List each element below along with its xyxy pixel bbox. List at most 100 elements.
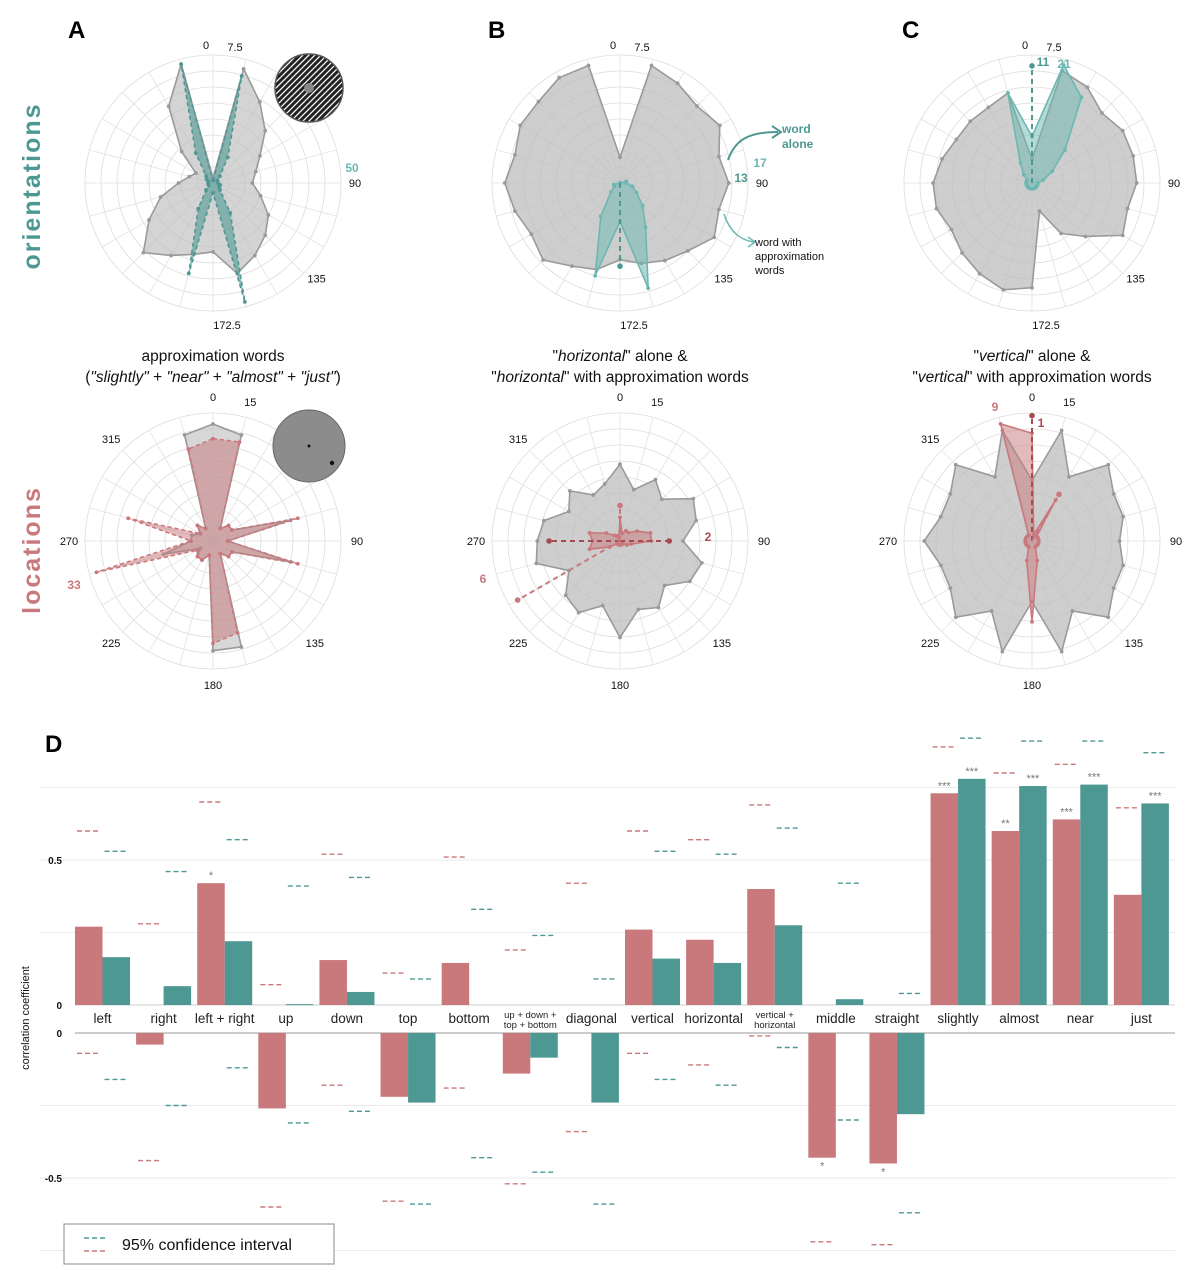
A-orient-approx-point <box>225 155 230 160</box>
A-orient-approx-point <box>204 188 208 192</box>
C-orient-approx-point <box>1063 148 1067 152</box>
D-category-label: straight <box>875 1011 920 1026</box>
C-orient-approx-point <box>1041 178 1046 182</box>
D-ytick-0-5: 0.5 <box>48 856 62 867</box>
C-loc-baseline-point <box>1106 615 1111 620</box>
C-loc-baseline-point <box>1000 649 1005 654</box>
B-orient-baseline-point <box>513 152 517 157</box>
grid-spoke <box>212 540 278 653</box>
tick-90: 90 <box>1168 178 1180 190</box>
D-ytick-neg-0-5: -0.5 <box>45 1174 63 1185</box>
grating-stripe <box>275 54 327 122</box>
B-orient-approx-point <box>630 184 635 189</box>
C-orient-annotation-21: 21 <box>1057 57 1071 71</box>
C-orient-approx-point <box>1050 169 1055 174</box>
B-orient-baseline-point <box>717 123 722 128</box>
B-loc-baseline-point <box>576 610 581 615</box>
B-title-line2-part: " with approximation words <box>564 369 749 386</box>
C-loc-baseline-point <box>948 586 953 591</box>
C-loc-baseline-point <box>989 609 994 613</box>
A-orient-baseline-point <box>194 171 198 176</box>
A-orient-approx-point <box>193 151 198 156</box>
tick-0: 0 <box>617 392 623 404</box>
tick-172-5: 172.5 <box>620 320 648 332</box>
B-loc-baseline-point <box>653 477 658 482</box>
D-bar-orientations <box>1141 803 1169 1005</box>
A-loc-approx-point <box>94 570 99 575</box>
C-loc-alone-point <box>1029 412 1035 419</box>
C-title-line1-part: vertical <box>979 348 1029 365</box>
A-orient-approx-point <box>242 299 247 304</box>
C-title-line2-part: " with approximation words <box>967 369 1152 386</box>
grating-stripe <box>275 54 339 122</box>
B-orient-baseline-point <box>717 207 721 212</box>
B-loc-approx-spike <box>517 540 621 601</box>
grating-stripe <box>279 54 343 122</box>
tick-7-5: 7.5 <box>227 42 242 54</box>
A-loc-approx-point <box>126 516 131 521</box>
D-star-locations: *** <box>1060 806 1074 818</box>
D-category-label: slightly <box>937 1011 979 1026</box>
B-orient-baseline-point <box>513 209 517 214</box>
A-loc-approx-point <box>211 436 215 441</box>
A-loc-approx-point <box>195 548 200 553</box>
D-bar-locations <box>502 1033 531 1074</box>
C-orient-annotation-11: 11 <box>1037 55 1050 69</box>
A-loc-approx-point <box>186 447 191 452</box>
tick-7-5: 7.5 <box>634 42 649 54</box>
A-orient-baseline-point <box>257 154 262 158</box>
B-orient-baseline-point <box>586 63 591 68</box>
D-legend-box <box>63 1223 335 1265</box>
C-orient-baseline-point <box>1083 234 1088 239</box>
D-star-locations: * <box>881 1167 886 1179</box>
C-loc-baseline-point <box>1111 586 1116 591</box>
tick-180: 180 <box>204 680 222 692</box>
B-orient-baseline-point <box>712 235 717 240</box>
D-bar-orientations <box>1019 786 1047 1005</box>
A-loc-approx-point <box>203 526 208 531</box>
C-loc-baseline-point <box>953 615 958 620</box>
C-loc-annotation-9: 9 <box>992 400 999 414</box>
grating-stripe <box>309 54 343 122</box>
B-loc-baseline-point <box>688 579 692 584</box>
B-orient-approx-point <box>611 182 616 187</box>
B-orient-baseline-point <box>662 258 667 263</box>
A-orient-baseline-point <box>253 169 258 174</box>
D-bar-locations <box>441 962 470 1005</box>
tick-180: 180 <box>1023 680 1041 692</box>
tick-225: 225 <box>102 638 120 650</box>
B-legend-with-2: approximation <box>755 251 824 263</box>
D-bar-orientations <box>163 986 192 1005</box>
D-bar-orientations <box>713 962 742 1005</box>
A-loc-approx-point <box>230 528 234 532</box>
A-orient-baseline-point <box>158 195 163 199</box>
B-orient-approx-point <box>624 181 629 185</box>
C-orient-approx-point <box>1061 63 1066 67</box>
grid-spoke <box>101 476 214 542</box>
B-loc-approx-point <box>587 547 592 552</box>
D-bar-orientations <box>1080 784 1108 1005</box>
B-orient-baseline-point <box>541 258 545 262</box>
D-bar-locations <box>1052 819 1081 1005</box>
C-orient-baseline-point <box>949 227 954 232</box>
D-legend-label: 95% confidence interval <box>122 1237 292 1254</box>
A-loc-baseline-point <box>239 433 244 437</box>
C-orient-baseline-point <box>968 119 973 124</box>
tick-135: 135 <box>714 274 732 286</box>
A-orient-baseline-point <box>169 253 174 258</box>
C-orient-baseline-point <box>1120 233 1125 238</box>
D-bar-orientations <box>652 958 680 1005</box>
B-orient-baseline-point <box>717 154 721 159</box>
dot-location-fixation <box>307 444 311 448</box>
B-orient-annotation-17: 17 <box>753 156 767 170</box>
A-loc-approx-point <box>200 558 204 562</box>
B-title-line2: "horizontal" with approximation words <box>491 369 749 386</box>
A-loc-approx-point <box>225 539 230 543</box>
B-loc-baseline-point <box>656 605 661 610</box>
C-orient-baseline-point <box>1037 209 1042 213</box>
B-title-line2-part: " <box>491 369 497 386</box>
B-loc-baseline-point <box>681 539 685 543</box>
tick-0: 0 <box>610 40 616 52</box>
D-category-label: almost <box>999 1011 1039 1026</box>
C-loc-baseline-point <box>993 474 997 479</box>
